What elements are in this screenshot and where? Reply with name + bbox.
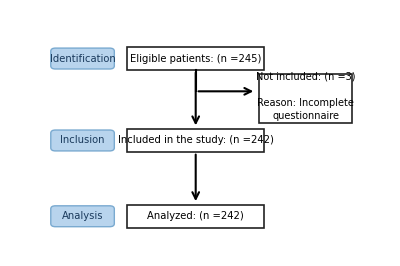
Text: Identification: Identification: [50, 53, 116, 64]
FancyBboxPatch shape: [128, 205, 264, 227]
Text: Included in the study: (n =242): Included in the study: (n =242): [118, 135, 274, 146]
FancyBboxPatch shape: [51, 206, 114, 227]
FancyBboxPatch shape: [51, 48, 114, 69]
FancyBboxPatch shape: [51, 130, 114, 151]
FancyBboxPatch shape: [259, 74, 352, 123]
FancyBboxPatch shape: [128, 47, 264, 70]
Text: Analyzed: (n =242): Analyzed: (n =242): [147, 211, 244, 221]
Text: Analysis: Analysis: [62, 211, 103, 221]
FancyBboxPatch shape: [128, 129, 264, 152]
Text: Not included: (n =3)

Reason: Incomplete
questionnaire: Not included: (n =3) Reason: Incomplete …: [256, 72, 356, 121]
Text: Eligible patients: (n =245): Eligible patients: (n =245): [130, 53, 261, 64]
Text: Inclusion: Inclusion: [60, 135, 105, 146]
